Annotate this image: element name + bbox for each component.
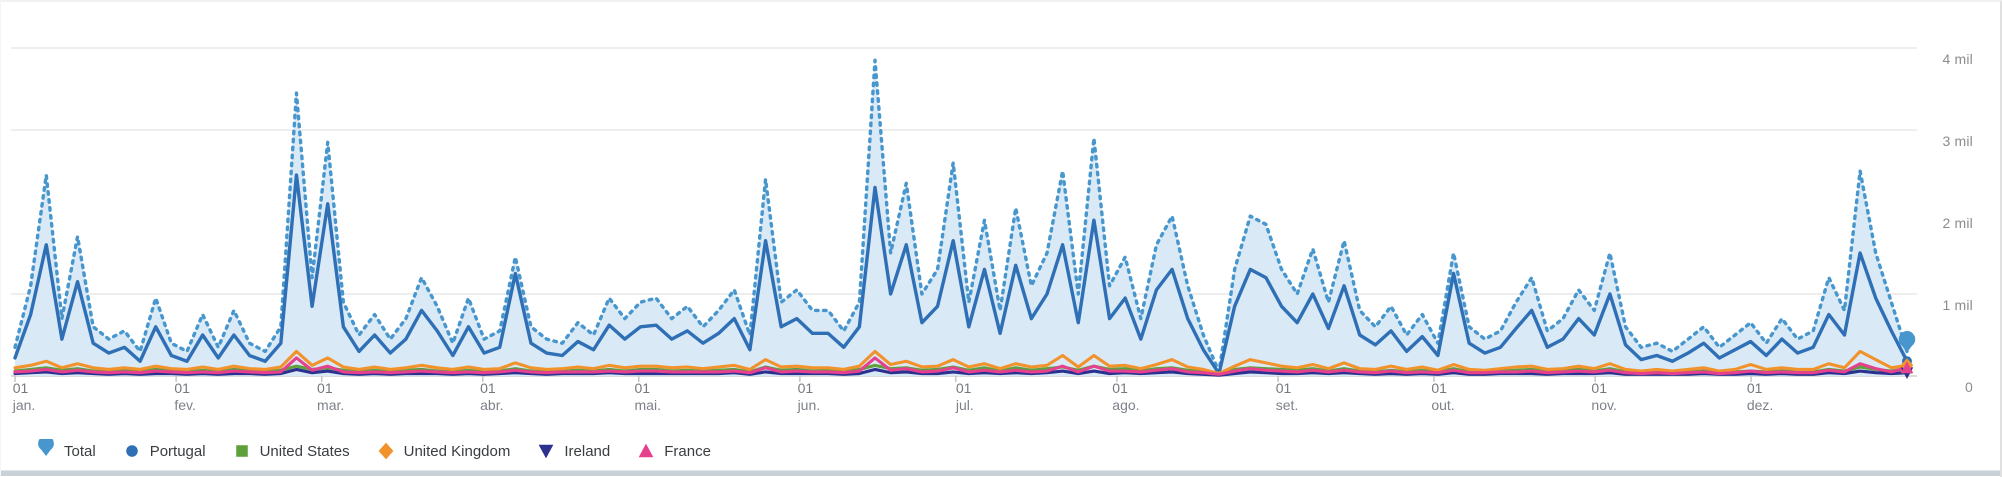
x-axis-label: 01 mai. (634, 380, 661, 413)
legend-item-ireland[interactable]: Ireland (535, 439, 610, 463)
square-marker (235, 445, 248, 457)
y-axis-label: 1 mil (1942, 297, 1973, 313)
x-axis-label: 01 ago. (1112, 380, 1140, 413)
legend-item-total[interactable]: Total (35, 439, 96, 463)
legend-label: Ireland (564, 442, 611, 460)
x-axis-label: 01 jul. (955, 380, 974, 413)
pin-marker (38, 439, 54, 452)
x-axis-label: 01 out. (1431, 380, 1455, 413)
x-axis-label: 01 dez. (1746, 380, 1774, 413)
legend-label: United Kingdom (403, 442, 511, 460)
series-line-france (13, 356, 1909, 376)
x-axis-label: 01 fev. (174, 380, 196, 413)
circle-marker (125, 445, 138, 457)
pin-marker (41, 449, 51, 457)
x-axis-label: 01 mar. (317, 380, 345, 413)
triangle-up-icon (638, 443, 654, 458)
x-axis-label: 01 abr. (480, 380, 504, 413)
legend-label: France (664, 442, 711, 460)
legend-label: Portugal (149, 442, 206, 460)
x-axis-label: 01 nov. (1591, 380, 1617, 413)
y-axis-label: 3 mil (1942, 133, 1973, 149)
triangle-down-icon (539, 444, 554, 459)
y-axis-label: 4 mil (1942, 51, 1973, 67)
bottom-scrollbar-track[interactable] (1, 470, 2000, 476)
series-line-total (13, 58, 1909, 374)
total-area-fill (15, 60, 1907, 377)
series-line-portugal (13, 173, 1909, 376)
series-line-united-kingdom (13, 349, 1909, 376)
circle-icon (125, 445, 138, 457)
triangle-down-marker (539, 444, 554, 459)
pin-marker (1902, 345, 1912, 353)
legend-item-france[interactable]: France (635, 439, 711, 463)
diamond-marker (378, 442, 393, 460)
x-axis-label: 01 jan. (12, 380, 36, 413)
square-icon (235, 445, 248, 457)
triangle-up-marker (638, 443, 654, 458)
pin-marker (1898, 331, 1916, 348)
chart-legend: Total Portugal United States United King… (35, 439, 711, 463)
legend-item-portugal[interactable]: Portugal (121, 439, 206, 463)
legend-label: Total (64, 442, 96, 460)
legend-item-united-states[interactable]: United States (231, 439, 350, 463)
triangle-up-marker (1900, 361, 1914, 374)
y-axis-label: 2 mil (1942, 215, 1973, 231)
series-line-ireland (13, 367, 1909, 377)
legend-item-united-kingdom[interactable]: United Kingdom (375, 439, 511, 463)
x-axis-label: 01 jun. (797, 380, 821, 413)
legend-label: United States (259, 442, 350, 460)
pin-icon (38, 439, 54, 457)
x-axis-label: 01 set. (1275, 380, 1299, 413)
y-axis-label: 0 (1965, 379, 1973, 395)
diamond-icon (378, 442, 393, 460)
